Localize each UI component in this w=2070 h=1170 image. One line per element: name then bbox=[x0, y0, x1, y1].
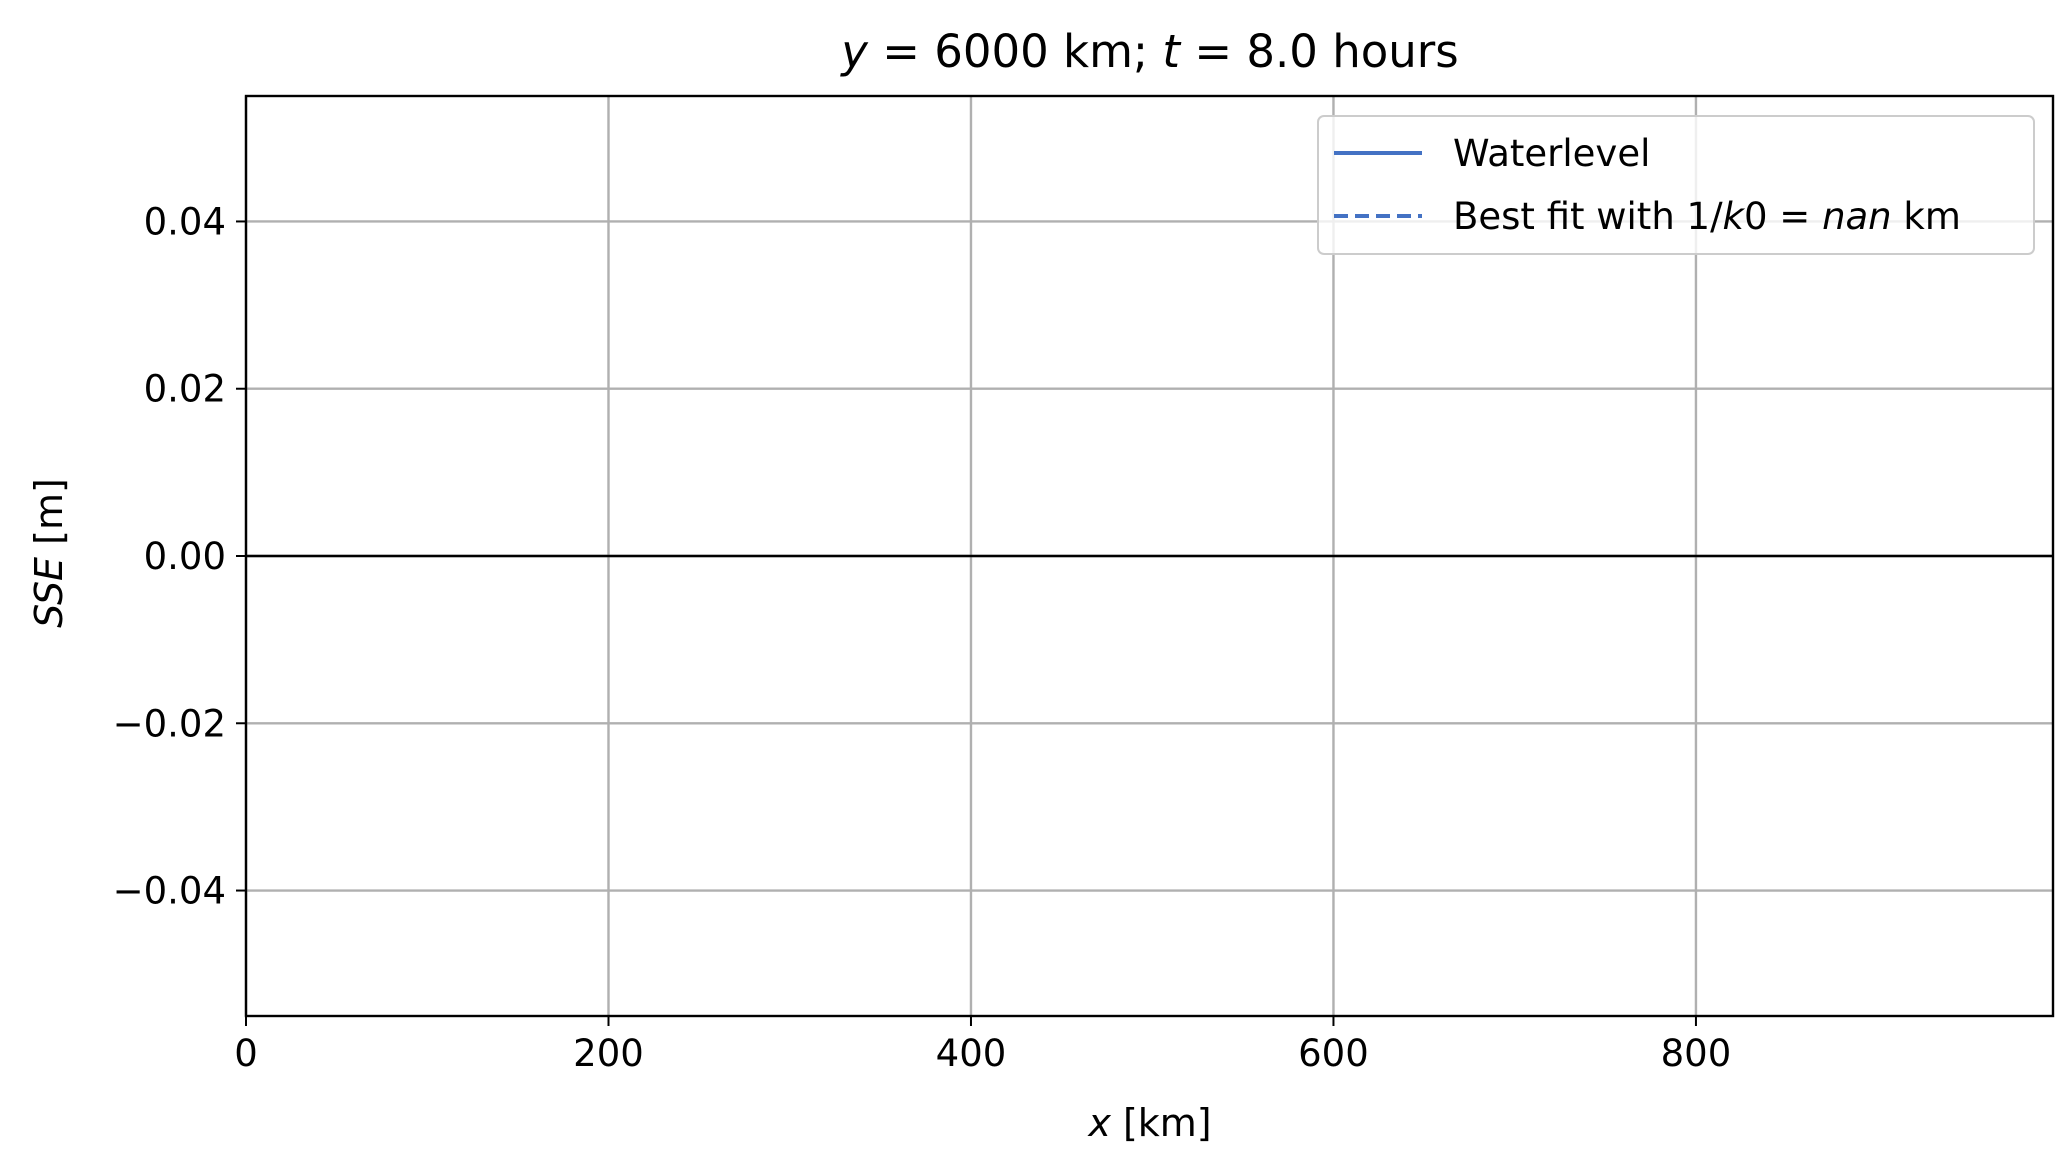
y-axis-unit: [m] bbox=[27, 478, 71, 557]
x-axis-label: x [km] bbox=[1087, 1101, 1211, 1145]
title-t-rest: = 8.0 hours bbox=[1180, 25, 1459, 78]
x-tick-label: 400 bbox=[936, 1032, 1007, 1075]
y-tick-label: −0.04 bbox=[113, 870, 226, 913]
legend-label-part: 0 = bbox=[1744, 195, 1822, 238]
y-tick-label: −0.02 bbox=[113, 702, 226, 745]
x-tick-label: 0 bbox=[234, 1032, 258, 1075]
legend-label: Best fit with 1/k0 = nan km bbox=[1453, 195, 1961, 238]
chart-title: y = 6000 km; t = 8.0 hours bbox=[839, 25, 1459, 78]
legend-label: Waterlevel bbox=[1453, 132, 1650, 175]
y-tick-label: 0.02 bbox=[144, 368, 226, 411]
legend: Waterlevel Best fit with 1/k0 = nan km bbox=[1317, 115, 2035, 255]
y-tick-label: 0.04 bbox=[144, 200, 226, 243]
x-tick-label: 800 bbox=[1661, 1032, 1732, 1075]
x-tick-label: 200 bbox=[573, 1032, 644, 1075]
legend-label-part: Best fit with 1/ bbox=[1453, 195, 1723, 238]
legend-label-part: km bbox=[1892, 195, 1961, 238]
y-tick-label: 0.00 bbox=[144, 535, 226, 578]
y-axis-var: SSE bbox=[27, 557, 71, 628]
x-tick-label: 600 bbox=[1298, 1032, 1369, 1075]
y-axis-ticks: 0.04 0.02 0.00 −0.02 −0.04 bbox=[113, 200, 246, 913]
x-axis-ticks: 0 200 400 600 800 bbox=[234, 1016, 1731, 1075]
x-axis-unit: [km] bbox=[1111, 1101, 1212, 1145]
legend-label-part: k bbox=[1723, 195, 1746, 238]
title-t-var: t bbox=[1162, 25, 1182, 78]
y-axis-label: SSE [m] bbox=[27, 478, 71, 628]
legend-box bbox=[1317, 115, 2035, 255]
title-y-rest: = 6000 km; bbox=[868, 25, 1163, 78]
legend-label-part: nan bbox=[1822, 195, 1892, 238]
legend-label-part: Waterlevel bbox=[1453, 132, 1650, 175]
x-axis-var: x bbox=[1087, 1101, 1111, 1145]
title-y-var: y bbox=[839, 25, 869, 78]
